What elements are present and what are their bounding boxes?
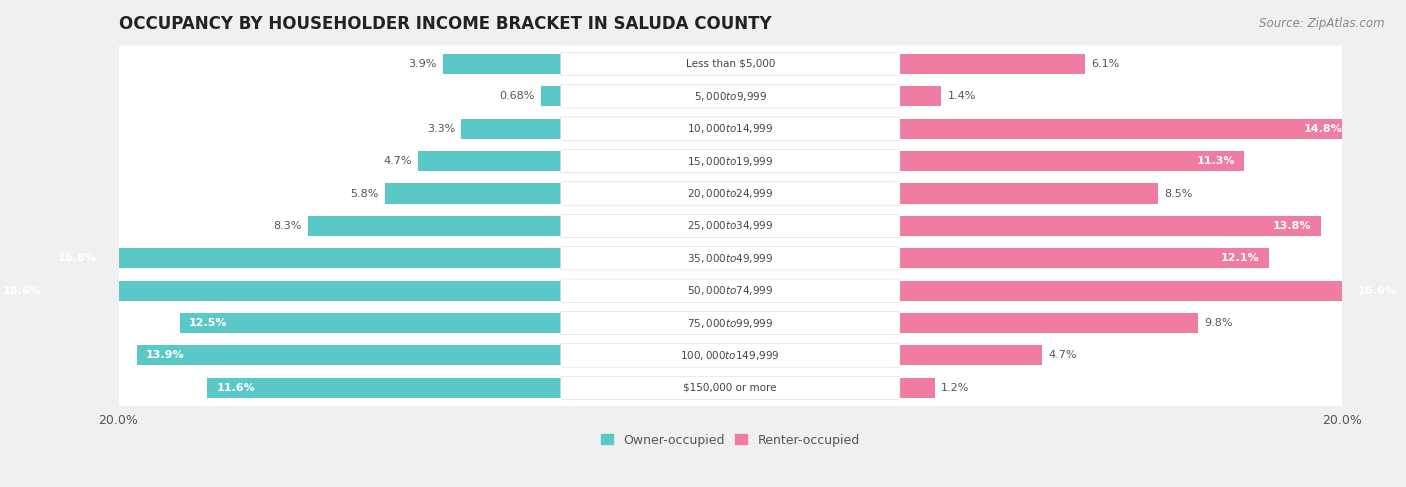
FancyBboxPatch shape	[561, 150, 900, 173]
Text: 12.1%: 12.1%	[1220, 253, 1260, 263]
Bar	[898, 184, 1159, 204]
FancyBboxPatch shape	[561, 117, 900, 140]
FancyBboxPatch shape	[561, 52, 900, 75]
Text: 8.5%: 8.5%	[1164, 188, 1192, 199]
Text: 5.8%: 5.8%	[350, 188, 378, 199]
Legend: Owner-occupied, Renter-occupied: Owner-occupied, Renter-occupied	[600, 433, 859, 447]
Bar	[541, 86, 562, 106]
FancyBboxPatch shape	[561, 311, 900, 335]
Text: 3.9%: 3.9%	[408, 59, 437, 69]
Bar	[418, 151, 562, 171]
Text: $75,000 to $99,999: $75,000 to $99,999	[688, 317, 773, 330]
FancyBboxPatch shape	[117, 272, 1344, 309]
Text: $35,000 to $49,999: $35,000 to $49,999	[688, 252, 773, 265]
Text: 9.8%: 9.8%	[1205, 318, 1233, 328]
Text: 4.7%: 4.7%	[1049, 351, 1077, 360]
FancyBboxPatch shape	[117, 207, 1344, 244]
FancyBboxPatch shape	[117, 240, 1344, 277]
Bar	[898, 378, 935, 398]
Text: 11.6%: 11.6%	[217, 383, 254, 393]
Bar	[385, 184, 562, 204]
Text: $20,000 to $24,999: $20,000 to $24,999	[688, 187, 773, 200]
FancyBboxPatch shape	[117, 175, 1344, 212]
Bar	[898, 281, 1406, 300]
Text: 16.8%: 16.8%	[58, 253, 96, 263]
Text: 16.6%: 16.6%	[1358, 286, 1398, 296]
Text: 13.9%: 13.9%	[146, 351, 184, 360]
FancyBboxPatch shape	[117, 45, 1344, 82]
Bar	[898, 248, 1268, 268]
Text: Less than $5,000: Less than $5,000	[686, 59, 775, 69]
Text: 11.3%: 11.3%	[1197, 156, 1234, 166]
FancyBboxPatch shape	[561, 376, 900, 399]
Text: 13.8%: 13.8%	[1272, 221, 1312, 231]
Text: $150,000 or more: $150,000 or more	[683, 383, 778, 393]
Text: 14.8%: 14.8%	[1303, 124, 1341, 134]
Bar	[461, 119, 562, 139]
Text: $50,000 to $74,999: $50,000 to $74,999	[688, 284, 773, 297]
Bar	[0, 281, 562, 300]
Bar	[48, 248, 562, 268]
FancyBboxPatch shape	[117, 143, 1344, 180]
FancyBboxPatch shape	[561, 246, 900, 270]
FancyBboxPatch shape	[117, 78, 1344, 115]
Text: $15,000 to $19,999: $15,000 to $19,999	[688, 154, 773, 168]
Text: 3.3%: 3.3%	[426, 124, 456, 134]
Bar	[898, 216, 1320, 236]
Bar	[898, 313, 1198, 333]
Text: 6.1%: 6.1%	[1091, 59, 1119, 69]
Bar	[308, 216, 562, 236]
Bar	[898, 119, 1351, 139]
Bar	[136, 345, 562, 366]
Bar	[207, 378, 562, 398]
FancyBboxPatch shape	[117, 337, 1344, 374]
Text: 0.68%: 0.68%	[499, 92, 536, 101]
FancyBboxPatch shape	[561, 279, 900, 302]
Bar	[898, 54, 1085, 74]
FancyBboxPatch shape	[117, 110, 1344, 147]
Text: Source: ZipAtlas.com: Source: ZipAtlas.com	[1260, 17, 1385, 30]
Text: $100,000 to $149,999: $100,000 to $149,999	[681, 349, 780, 362]
FancyBboxPatch shape	[117, 369, 1344, 406]
Text: $10,000 to $14,999: $10,000 to $14,999	[688, 122, 773, 135]
Text: OCCUPANCY BY HOUSEHOLDER INCOME BRACKET IN SALUDA COUNTY: OCCUPANCY BY HOUSEHOLDER INCOME BRACKET …	[118, 15, 770, 33]
Text: 18.6%: 18.6%	[3, 286, 41, 296]
Text: 4.7%: 4.7%	[384, 156, 412, 166]
FancyBboxPatch shape	[561, 85, 900, 108]
Text: 1.4%: 1.4%	[948, 92, 976, 101]
Bar	[898, 86, 941, 106]
Bar	[898, 151, 1244, 171]
Text: 12.5%: 12.5%	[188, 318, 228, 328]
Text: $5,000 to $9,999: $5,000 to $9,999	[693, 90, 766, 103]
Bar	[443, 54, 562, 74]
FancyBboxPatch shape	[561, 344, 900, 367]
FancyBboxPatch shape	[117, 304, 1344, 341]
FancyBboxPatch shape	[561, 214, 900, 238]
FancyBboxPatch shape	[561, 182, 900, 205]
Bar	[180, 313, 562, 333]
Text: $25,000 to $34,999: $25,000 to $34,999	[688, 220, 773, 232]
Text: 8.3%: 8.3%	[274, 221, 302, 231]
Bar	[898, 345, 1042, 366]
Text: 1.2%: 1.2%	[941, 383, 970, 393]
